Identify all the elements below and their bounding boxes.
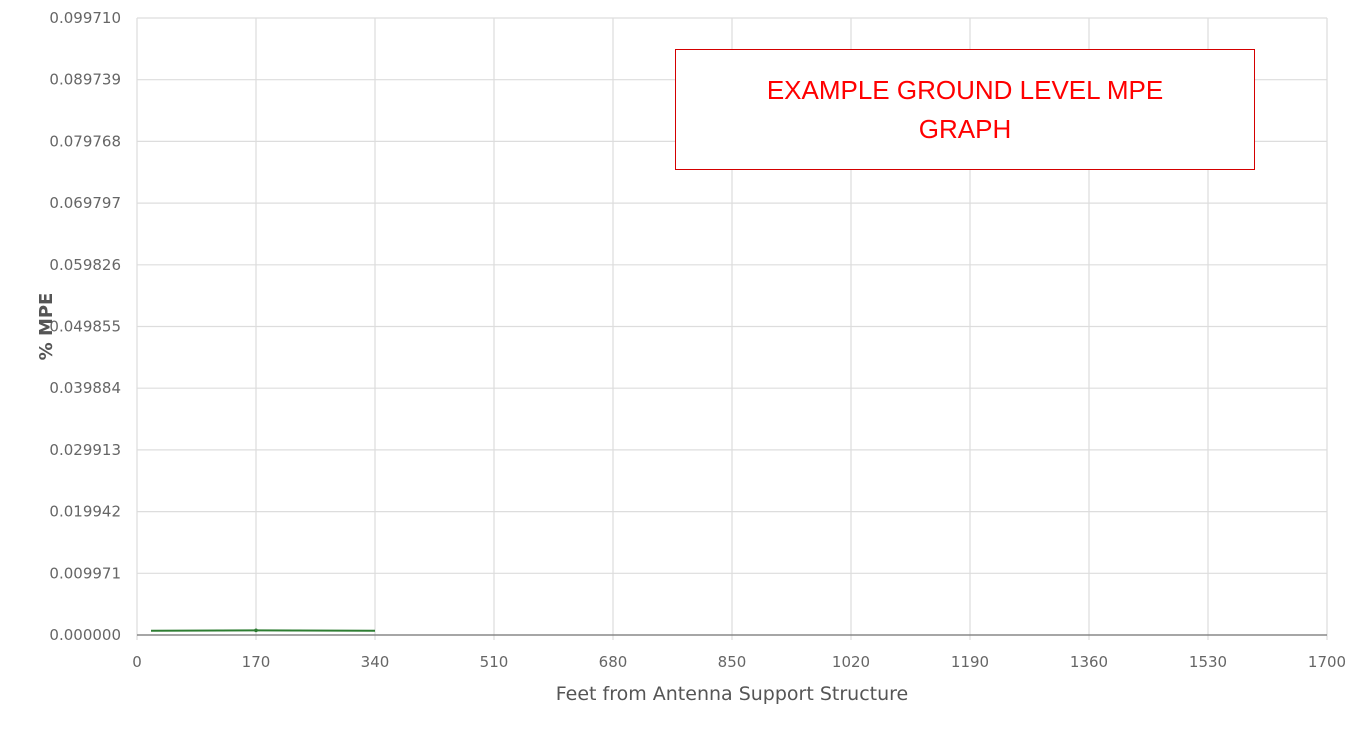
annotation-box: EXAMPLE GROUND LEVEL MPE GRAPH [675, 49, 1255, 170]
series-point [254, 628, 258, 633]
x-tick-label: 0 [132, 653, 142, 671]
x-tick-labels: 0 170 340 510 680 850 1020 1190 1360 1530 1700 [132, 653, 1346, 671]
x-tick-label: 680 [599, 653, 628, 671]
x-tick-label: 1020 [832, 653, 870, 671]
x-tick-label: 1360 [1070, 653, 1108, 671]
x-tick-label: 510 [480, 653, 509, 671]
axes [136, 18, 1327, 636]
grid-lines [136, 17, 1328, 640]
y-axis-title: % MPE [36, 293, 57, 361]
series-layer [150, 628, 376, 633]
x-tick-label: 1700 [1308, 653, 1346, 671]
x-axis-title: Feet from Antenna Support Structure [556, 683, 909, 705]
x-tick-label: 1530 [1189, 653, 1227, 671]
y-tick-label: 0.000000 [49, 626, 121, 644]
y-tick-label: 0.039884 [49, 379, 121, 397]
annotation-text: EXAMPLE GROUND LEVEL MPE GRAPH [766, 74, 1164, 144]
y-tick-label: 0.049855 [49, 318, 121, 336]
x-tick-label: 340 [361, 653, 390, 671]
y-tick-labels: 0.000000 0.009971 0.019942 0.029913 0.039884… [49, 9, 121, 644]
x-tick-label: 1190 [951, 653, 989, 671]
y-tick-label: 0.089739 [49, 71, 121, 89]
y-tick-label: 0.009971 [49, 564, 121, 582]
y-tick-label: 0.079768 [49, 132, 121, 150]
y-tick-label: 0.029913 [49, 441, 121, 459]
x-tick-label: 170 [242, 653, 271, 671]
x-tick-label: 850 [718, 653, 747, 671]
y-tick-label: 0.069797 [49, 194, 121, 212]
y-tick-label: 0.099710 [49, 9, 121, 27]
y-tick-label: 0.019942 [49, 503, 121, 521]
y-tick-label: 0.059826 [49, 256, 121, 274]
